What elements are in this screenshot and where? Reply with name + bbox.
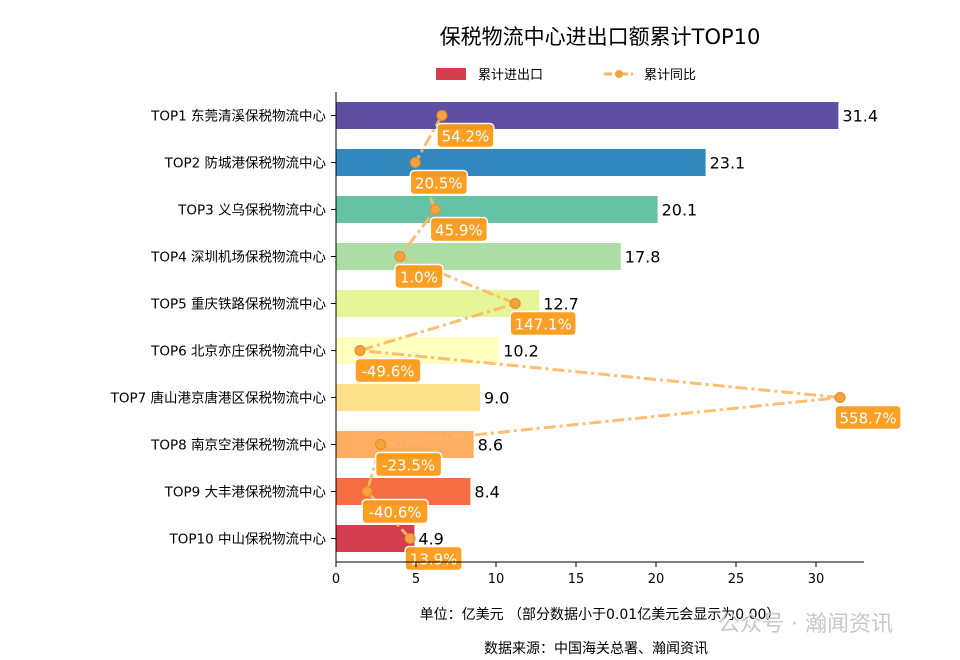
y-tick-label: TOP5 重庆铁路保税物流中心 <box>150 297 326 313</box>
legend-label-bar: 累计进出口 <box>478 68 543 83</box>
bar <box>336 384 480 411</box>
yoy-label-box <box>404 545 463 572</box>
yoy-label: 1.0% <box>400 269 438 287</box>
bar <box>336 243 621 270</box>
y-tick-label: TOP9 大丰港保税物流中心 <box>164 485 327 501</box>
y-tick-label: TOP1 东莞清溪保税物流中心 <box>150 109 326 125</box>
yoy-label: 558.7% <box>839 410 896 428</box>
yoy-label-box <box>394 263 444 290</box>
source-note: 数据来源：中国海关总署、瀚闻资讯 <box>484 641 708 657</box>
yoy-label: 147.1% <box>515 316 572 334</box>
bar-value-label: 20.1 <box>662 201 698 220</box>
x-tick-label: 10 <box>488 572 505 587</box>
legend-label-line: 累计同比 <box>644 68 696 83</box>
yoy-label: -23.5% <box>382 457 435 475</box>
bar-value-label: 9.0 <box>484 389 509 408</box>
x-tick-label: 25 <box>728 572 745 587</box>
yoy-marker <box>834 392 846 403</box>
legend-line-marker <box>615 70 623 78</box>
yoy-label: -40.6% <box>369 504 422 522</box>
watermark: 公众号 · 瀚闻资讯 <box>718 612 893 637</box>
yoy-label-box <box>436 122 495 149</box>
x-tick-label: 30 <box>808 572 825 587</box>
yoy-label: -49.6% <box>361 363 414 381</box>
x-axis-label: 单位：亿美元 （部分数据小于0.01亿美元会显示为0.00） <box>420 607 781 623</box>
bar-value-label: 31.4 <box>842 107 878 126</box>
yoy-label-box <box>354 357 422 384</box>
yoy-label-box <box>429 216 489 243</box>
yoy-marker <box>509 298 521 309</box>
yoy-label-box <box>834 404 902 431</box>
yoy-marker <box>375 439 387 450</box>
yoy-marker <box>354 345 366 356</box>
y-tick-label: TOP2 防城港保税物流中心 <box>164 156 327 172</box>
x-tick-label: 0 <box>332 572 340 587</box>
y-tick-label: TOP4 深圳机场保税物流中心 <box>150 250 326 266</box>
yoy-label: 20.5% <box>415 175 463 193</box>
yoy-label-box <box>361 498 429 525</box>
bar <box>336 196 658 223</box>
legend-bar-swatch <box>436 68 466 80</box>
bar-value-label: 12.7 <box>543 295 579 314</box>
bar-value-label: 4.9 <box>418 530 443 549</box>
bar-value-label: 8.4 <box>474 483 499 502</box>
yoy-label: 45.9% <box>435 222 483 240</box>
yoy-marker <box>436 110 448 121</box>
bar <box>336 290 540 317</box>
y-tick-label: TOP8 南京空港保税物流中心 <box>150 438 326 454</box>
bar-value-label: 17.8 <box>625 248 661 267</box>
y-tick-label: TOP7 唐山港京唐港区保税物流中心 <box>110 390 327 407</box>
bar <box>336 102 839 129</box>
x-tick-label: 20 <box>648 572 665 587</box>
y-tick-label: TOP3 义乌保税物流中心 <box>177 203 326 219</box>
yoy-marker <box>361 486 373 497</box>
yoy-marker <box>394 251 406 262</box>
yoy-marker <box>429 204 441 215</box>
bar-value-label: 23.1 <box>710 154 746 173</box>
bar-value-label: 10.2 <box>503 342 539 361</box>
yoy-label: 54.2% <box>442 128 490 146</box>
yoy-marker <box>404 533 416 544</box>
bar <box>336 149 706 176</box>
yoy-label-box <box>509 310 577 337</box>
x-tick-label: 15 <box>568 572 585 587</box>
y-tick-label: TOP10 中山保税物流中心 <box>169 532 327 548</box>
yoy-marker <box>409 157 421 168</box>
chart-title: 保税物流中心进出口额累计TOP10 <box>440 25 761 49</box>
x-tick-label: 5 <box>412 572 420 587</box>
yoy-label-box <box>409 169 469 196</box>
bar-value-label: 8.6 <box>478 436 503 455</box>
yoy-label: 13.9% <box>410 551 458 569</box>
yoy-label-box <box>374 451 443 478</box>
y-tick-label: TOP6 北京亦庄保税物流中心 <box>150 343 326 360</box>
